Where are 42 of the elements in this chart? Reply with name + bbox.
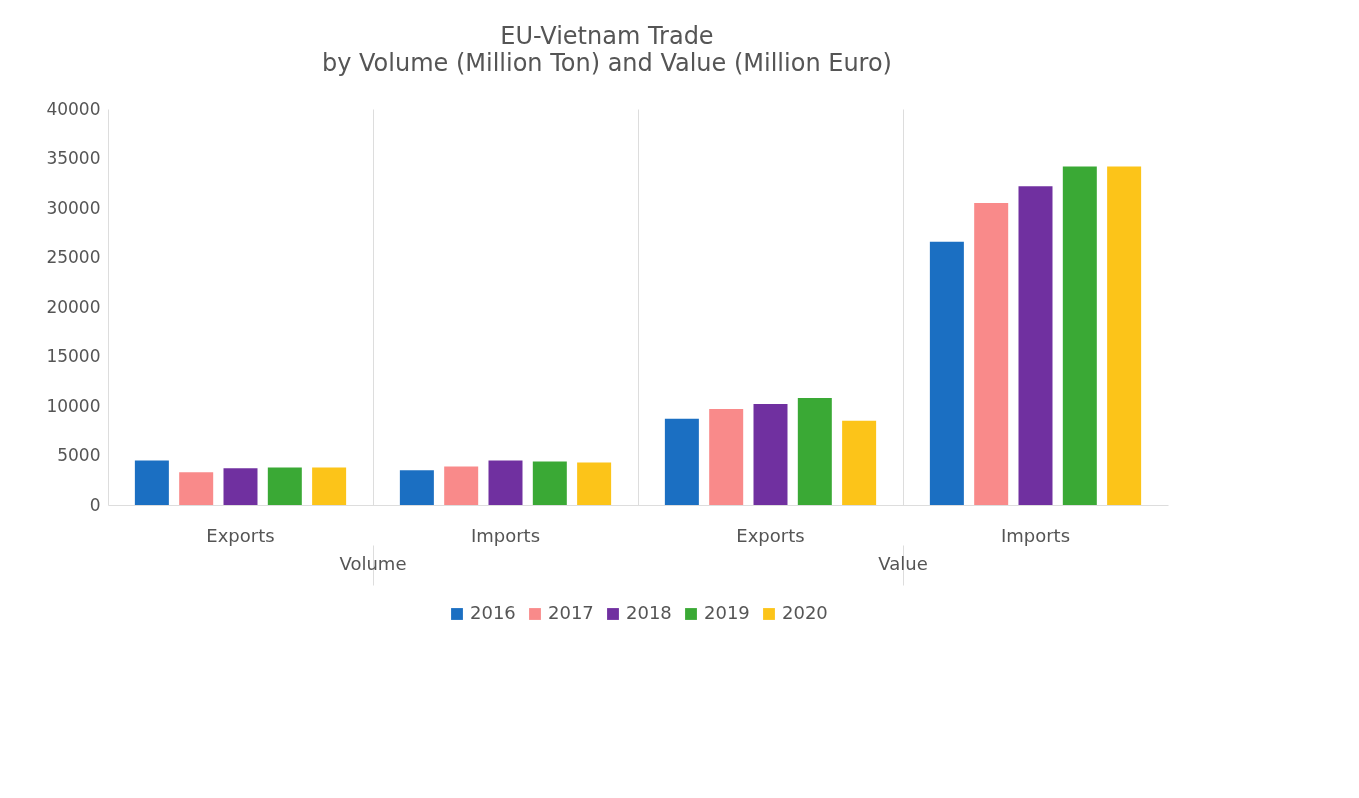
legend-label: 2018 [626, 602, 672, 623]
text: Value [878, 553, 928, 574]
chart-subtitle: by Volume (Million Ton) and Value (Million Euro) [321, 49, 892, 77]
bar [267, 467, 302, 505]
x-tick-label: Exports [206, 524, 275, 546]
bar [488, 460, 523, 505]
bar [974, 203, 1009, 505]
x-tick-label: Imports [470, 524, 541, 546]
y-tick-label: 25000 [46, 247, 101, 267]
bar [532, 461, 567, 505]
y-tick-label: 0 [89, 494, 101, 515]
text: Volume [339, 553, 407, 574]
bar [223, 468, 258, 505]
bar [753, 404, 788, 505]
bar [709, 408, 744, 505]
y-tick-label: 35000 [46, 148, 101, 168]
bar [797, 398, 832, 505]
bar [1107, 166, 1142, 505]
bar [664, 418, 699, 505]
y-tick-label: 15000 [46, 346, 101, 366]
x-tick-label: Imports [1000, 524, 1071, 546]
bar [1062, 166, 1097, 505]
bar [444, 466, 479, 505]
y-tick-label: 10000 [46, 395, 101, 416]
legend-label: 2017 [548, 602, 594, 623]
bar [1018, 186, 1053, 505]
bar [399, 470, 434, 505]
bar [134, 460, 169, 505]
y-tick-label: 30000 [46, 197, 101, 218]
bar [312, 467, 347, 505]
bar [577, 462, 612, 505]
x-tick-label: Exports [736, 524, 805, 546]
y-tick-label: 5000 [57, 445, 101, 465]
legend-label: 2019 [704, 602, 750, 623]
legend-label: 2016 [470, 602, 516, 623]
legend-label: 2020 [782, 602, 828, 623]
bar [929, 241, 964, 505]
chart-title: EU-Vietnam Trade [500, 22, 714, 50]
y-tick-label: 20000 [46, 296, 101, 317]
y-tick-label: 40000 [46, 98, 101, 119]
bar [179, 472, 214, 505]
bar [842, 420, 877, 505]
